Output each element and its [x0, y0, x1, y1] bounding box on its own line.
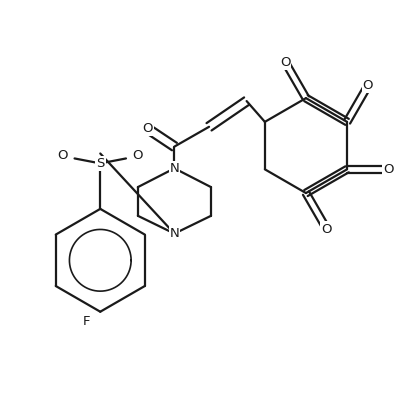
Text: O: O: [280, 56, 290, 69]
Text: S: S: [96, 157, 104, 170]
Text: N: N: [169, 162, 179, 175]
Text: O: O: [322, 223, 332, 236]
Text: F: F: [83, 315, 90, 328]
Text: O: O: [363, 79, 373, 92]
Text: O: O: [57, 149, 68, 162]
Text: O: O: [133, 149, 143, 162]
Text: O: O: [143, 122, 153, 135]
Text: O: O: [384, 163, 394, 176]
Text: N: N: [169, 227, 179, 240]
